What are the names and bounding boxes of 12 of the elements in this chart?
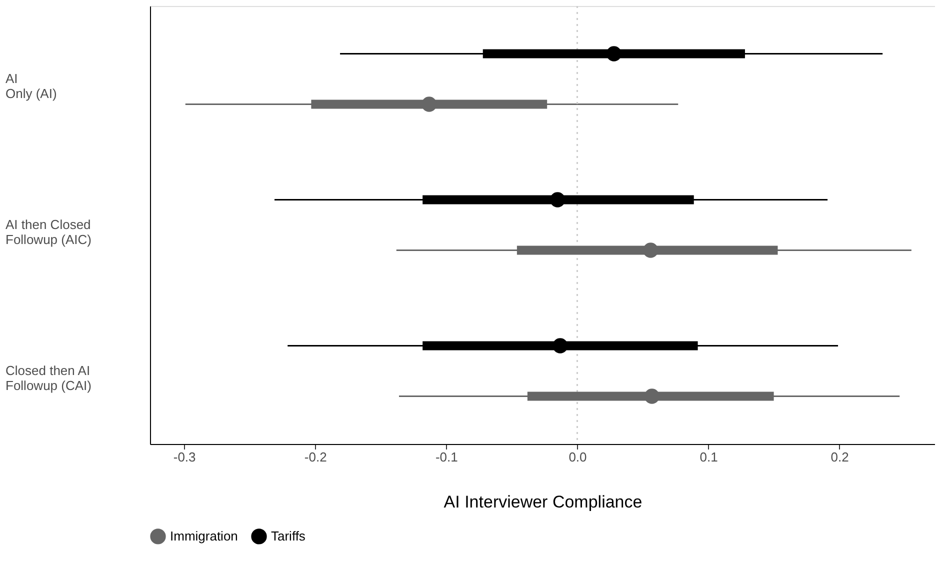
x-tick-label: -0.3 [173,450,196,464]
x-axis-title: AI Interviewer Compliance [444,492,642,512]
x-tick-label: -0.1 [435,450,458,464]
x-tick-label: 0.1 [700,450,718,464]
y-tick-label: AI then Closed Followup (AIC) [6,217,92,247]
x-tick-label: 0.0 [568,450,587,464]
legend-label: Tariffs [271,528,306,544]
x-tick-label: 0.2 [830,450,849,464]
y-tick-label: AI Only (AI) [6,71,57,101]
x-tick-label: -0.2 [304,450,327,464]
y-tick-label: Closed then AI Followup (CAI) [6,363,92,393]
legend-label: Immigration [170,528,238,544]
